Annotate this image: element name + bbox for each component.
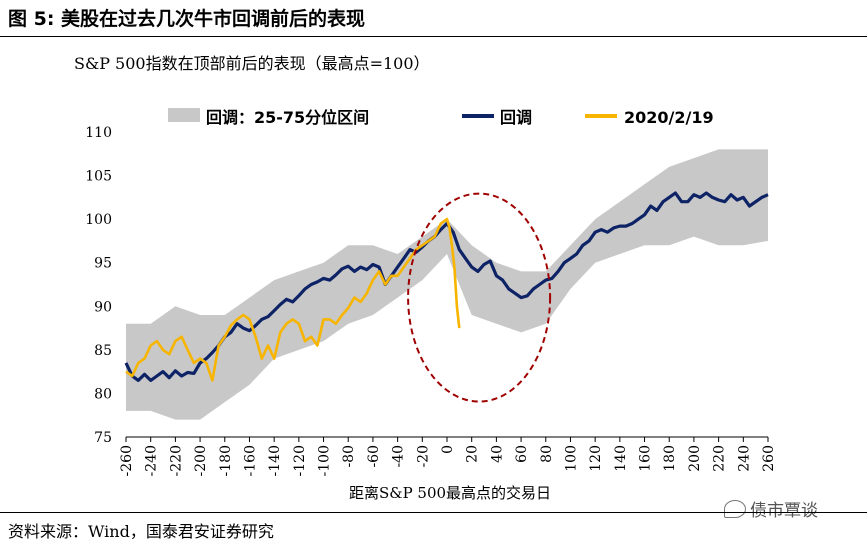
y-tick-label: 90 (94, 299, 112, 315)
highlight-circle (407, 192, 552, 403)
brand-name: 债市覃谈 (750, 501, 818, 521)
x-tick-label: 140 (613, 445, 629, 472)
y-tick-label: 85 (94, 343, 112, 359)
x-tick-label: 80 (539, 445, 555, 463)
x-tick-label: 40 (489, 445, 505, 463)
x-tick-label: 120 (588, 445, 604, 472)
x-tick-label: -60 (366, 445, 382, 468)
y-tick-label: 95 (94, 256, 112, 272)
x-tick-label: -40 (391, 445, 407, 468)
plot-layer (124, 149, 769, 420)
x-tick-label: 240 (736, 445, 752, 472)
y-tick-label: 80 (94, 386, 112, 402)
y-axis: 75 80 85 90 95 100 105 110 (85, 125, 112, 446)
brand-watermark: 债市覃谈 (724, 496, 818, 521)
y-tick-label: 75 (94, 430, 112, 446)
y-tick-label: 105 (85, 169, 112, 185)
x-tick-label: -220 (168, 445, 184, 476)
y-tick-label: 100 (85, 212, 112, 228)
x-axis-label: 距离S&P 500最高点的交易日 (349, 484, 551, 502)
x-tick-label: 20 (465, 445, 481, 463)
x-tick-label: 180 (662, 445, 678, 472)
x-tick-label: 200 (687, 445, 703, 472)
x-tick-label: -120 (292, 445, 308, 476)
y-tick-label: 110 (85, 125, 112, 141)
x-tick-label: 60 (514, 445, 530, 463)
x-tick-label: -160 (242, 445, 258, 476)
x-axis: -260 -240 -220 -200 -180 -160 -140 -120 -100 -80-… (119, 436, 777, 476)
x-tick-label: -140 (267, 445, 283, 476)
x-tick-label: 100 (563, 445, 579, 472)
x-tick-label: 160 (638, 445, 654, 472)
legend-band-swatch (168, 108, 200, 122)
legend-median-label: 回调 (500, 108, 532, 127)
source-note: 资料来源：Wind，国泰君安证券研究 (8, 522, 274, 541)
x-tick-label: -80 (341, 445, 357, 468)
x-tick-label: -20 (415, 445, 431, 468)
x-tick-label: 0 (440, 445, 456, 454)
x-tick-label: -180 (218, 445, 234, 476)
x-tick-label: -260 (119, 445, 135, 476)
x-tick-label: -200 (193, 445, 209, 476)
legend: 回调：25-75分位区间 回调 2020/2/19 (168, 108, 714, 127)
band-area (126, 149, 768, 420)
x-tick-label: 260 (761, 445, 777, 472)
figure-title: 图 5: 美股在过去几次牛市回调前后的表现 (8, 8, 366, 30)
x-tick-label: -240 (144, 445, 160, 476)
current-line (125, 217, 461, 382)
chart-title: S&P 500指数在顶部前后的表现（最高点=100） (74, 54, 430, 73)
x-tick-label: 220 (712, 445, 728, 472)
bottom-rule (0, 512, 867, 513)
legend-band-label: 回调：25-75分位区间 (206, 108, 369, 127)
wechat-icon (724, 499, 746, 518)
top-rule (0, 36, 867, 37)
legend-current-label: 2020/2/19 (624, 108, 714, 127)
x-tick-label: -100 (317, 445, 333, 476)
